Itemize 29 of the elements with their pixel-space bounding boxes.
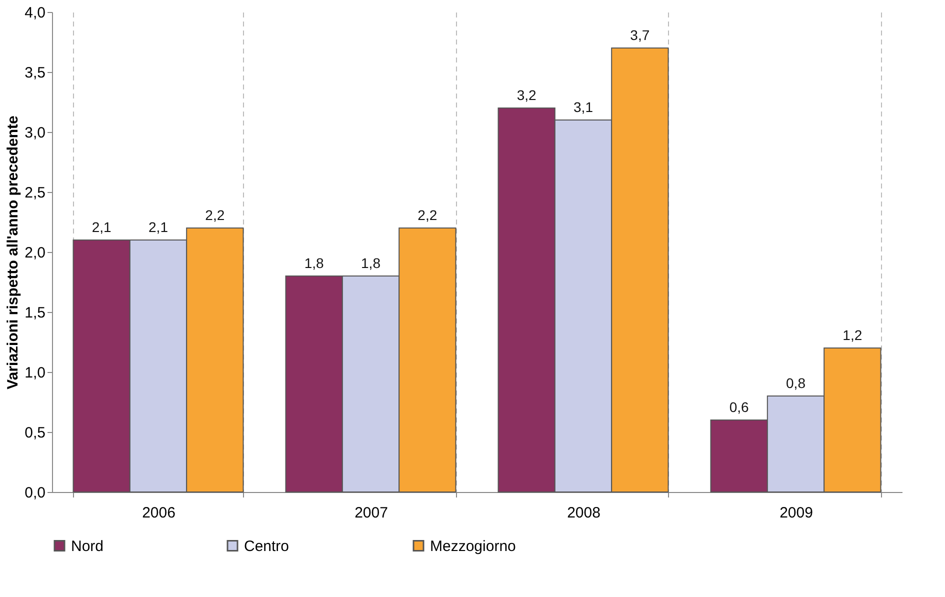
data-label: 2,2 — [418, 207, 438, 223]
y-axis-title: Variazioni rispetto all'anno precedente — [4, 116, 22, 390]
y-tick-label: 2,5 — [24, 184, 46, 202]
x-tick-label: 2009 — [780, 504, 813, 522]
data-label: 0,8 — [786, 375, 806, 391]
data-label: 1,8 — [361, 255, 381, 271]
x-tick-label: 2006 — [142, 504, 176, 522]
y-tick-label: 0,5 — [24, 424, 46, 442]
x-tick-label: 2008 — [567, 504, 600, 522]
y-tick-label: 4,0 — [24, 4, 46, 22]
data-label: 1,8 — [304, 255, 324, 271]
y-tick-label: 3,5 — [24, 64, 46, 82]
legend-label: Nord — [71, 538, 104, 555]
data-label: 2,2 — [205, 207, 225, 223]
y-tick-label: 0,0 — [24, 484, 46, 502]
legend-label: Mezzogiorno — [430, 538, 516, 555]
y-tick-label: 1,0 — [24, 364, 46, 382]
y-tick-label: 1,5 — [24, 304, 46, 322]
data-label: 2,1 — [148, 219, 168, 235]
data-label: 3,1 — [574, 99, 594, 115]
x-tick-label: 2007 — [354, 504, 388, 522]
y-tick-label: 3,0 — [24, 124, 46, 142]
data-label: 1,2 — [842, 327, 862, 343]
data-label: 2,1 — [92, 219, 112, 235]
data-label: 3,7 — [630, 27, 650, 43]
legend-label: Centro — [244, 538, 290, 555]
data-label: 0,6 — [729, 399, 750, 415]
data-label: 3,2 — [516, 87, 537, 103]
y-tick-label: 2,0 — [24, 244, 46, 262]
